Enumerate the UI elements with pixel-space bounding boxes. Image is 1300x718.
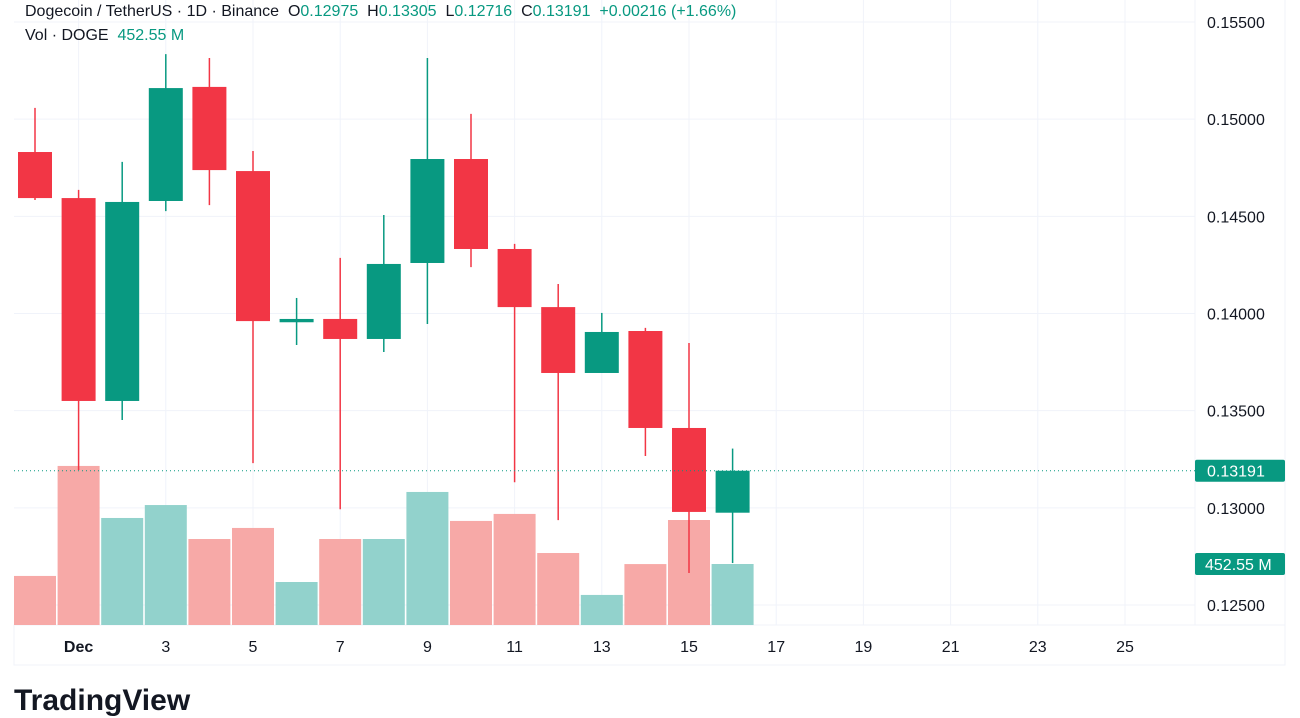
volume-bar: [711, 564, 754, 625]
volume-bar: [493, 513, 536, 625]
candlestick-chart[interactable]: 0.15500 0.15000 0.14500 0.14000 0.13500 0.130…: [0, 0, 1300, 700]
volume-bar: [57, 465, 100, 625]
candle-body: [628, 331, 663, 428]
date-tick: 23: [1029, 639, 1047, 656]
time-axis: [13, 624, 1286, 666]
low-value: 0.12716: [454, 3, 513, 20]
candle-body: [192, 86, 227, 171]
price-tick: 0.15500: [1207, 15, 1265, 32]
volume-bar: [537, 553, 580, 625]
candle-body: [323, 318, 358, 339]
volume-bar: [101, 517, 144, 625]
symbol-title: Dogecoin / TetherUS · 1D · Binance: [25, 3, 280, 20]
price-tick: 0.12500: [1207, 598, 1265, 615]
date-tick: 3: [161, 639, 170, 656]
open-value: 0.12975: [300, 3, 359, 20]
volume-bar: [580, 594, 623, 625]
volume-bar: [188, 539, 231, 625]
date-tick: 7: [336, 639, 345, 656]
candle-body: [279, 318, 314, 323]
price-tick: 0.13500: [1207, 404, 1265, 421]
date-tick: Dec: [64, 639, 93, 656]
price-tick: 0.13000: [1207, 501, 1265, 518]
high-label: H: [367, 3, 379, 20]
candle-body: [497, 248, 532, 308]
candle-body: [410, 159, 445, 263]
date-tick: 15: [680, 639, 698, 656]
last-price-badge: [1195, 459, 1285, 482]
open-label: O: [287, 3, 301, 20]
volume-value: 452.55 M: [117, 27, 185, 44]
candle-body: [105, 201, 140, 401]
volume-bar: [362, 539, 405, 625]
volume-bar: [275, 582, 318, 625]
candle-body: [715, 470, 750, 513]
volume-bar: [232, 527, 274, 625]
volume-bar: [14, 575, 56, 625]
volume-bar: [624, 564, 667, 625]
price-tick: 0.15000: [1207, 112, 1265, 129]
date-tick: 5: [249, 639, 258, 656]
volume-bar: [450, 520, 492, 625]
last-volume-label: 452.55 M: [1205, 557, 1272, 574]
ohlc-legend: Dogecoin / TetherUS · 1D · Binance O0.12…: [25, 3, 736, 21]
price-tick: 0.14000: [1207, 307, 1265, 324]
close-value: 0.13191: [532, 3, 591, 20]
volume-label: Vol · DOGE: [25, 27, 109, 44]
candle-body: [584, 331, 619, 373]
candle-body: [236, 171, 270, 322]
candle-body: [148, 88, 183, 201]
date-tick: 21: [942, 639, 960, 656]
candle-body: [454, 159, 488, 249]
volume-bar: [144, 505, 187, 625]
tradingview-logo: TradingView: [14, 684, 191, 717]
date-tick: 19: [855, 639, 873, 656]
date-tick: 17: [767, 639, 785, 656]
candle-body: [672, 427, 706, 512]
candle-body: [61, 198, 96, 401]
change-value: +0.00216 (+1.66%): [599, 3, 737, 20]
close-label: C: [521, 3, 533, 20]
candle-body: [541, 307, 576, 373]
date-tick: 13: [593, 639, 611, 656]
volume-legend: Vol · DOGE 452.55 M: [25, 27, 184, 45]
date-tick: 11: [506, 639, 523, 656]
date-tick: 9: [423, 639, 432, 656]
candle-body: [366, 263, 401, 339]
last-price-label: 0.13191: [1207, 464, 1265, 481]
last-volume-badge: [1195, 553, 1285, 575]
candle-body: [18, 152, 52, 199]
volume-bar: [406, 491, 449, 625]
date-tick: 25: [1116, 639, 1134, 656]
low-label: L: [445, 3, 455, 20]
high-value: 0.13305: [378, 3, 437, 20]
volume-bar: [319, 539, 362, 625]
price-tick: 0.14500: [1207, 209, 1265, 226]
